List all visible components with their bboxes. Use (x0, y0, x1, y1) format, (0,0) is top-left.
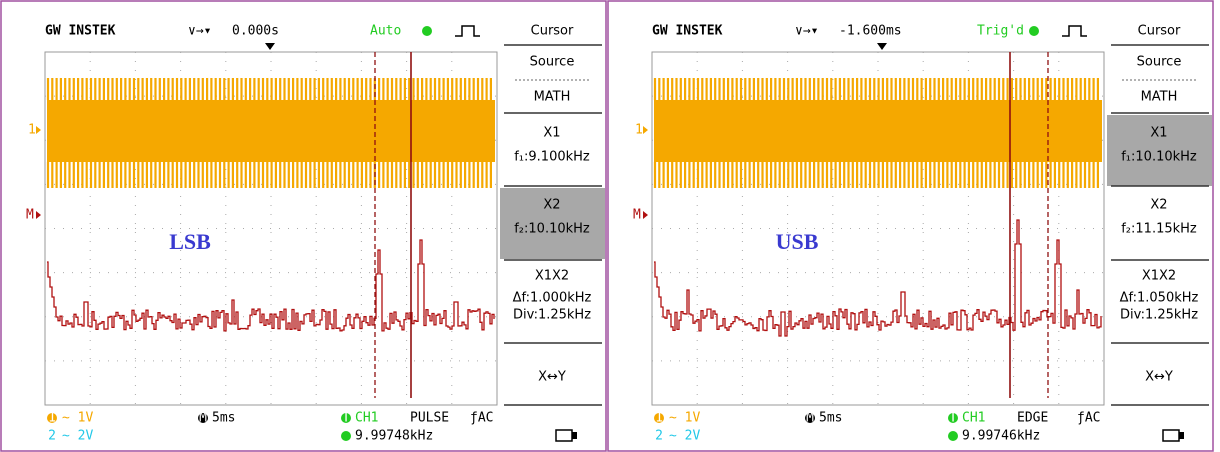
math-marker: M (26, 208, 34, 223)
trigger-letter: T (949, 411, 957, 426)
brand: GW INSTEK (652, 24, 723, 39)
annotation: USB (776, 229, 819, 254)
menu-value: f₂:11.15kHz (1121, 222, 1197, 237)
menu-title: Cursor (531, 24, 574, 39)
position-symbol: ∨→▾ (188, 24, 211, 39)
screenshot: GW INSTEK ∨→▾ 0.000s Auto 1 M LSB Cursor Source M… (0, 0, 1220, 452)
time-offset: -1.600ms (839, 24, 902, 39)
menu-value: f₁:10.10kHz (1121, 150, 1197, 165)
frequency-icon (948, 431, 958, 441)
trigger-status: Trig'd (977, 24, 1024, 39)
menu-value: Div:1.25kHz (513, 308, 591, 323)
menu-item: Source (530, 55, 575, 70)
timebase: 5ms (819, 411, 842, 426)
timebase-letter: M (806, 411, 814, 426)
ch1-scale: ∼ 1V (669, 411, 700, 426)
menu-item: X↔Y (538, 370, 566, 385)
ch1-scale: ∼ 1V (62, 411, 93, 426)
timebase: 5ms (212, 411, 235, 426)
coupling: ƒAC (1077, 411, 1100, 426)
menu-item: MATH (1141, 90, 1178, 105)
menu-item: X1 (1150, 126, 1167, 141)
math-marker: M (633, 208, 641, 223)
frequency-icon (341, 431, 351, 441)
timebase-letter: M (199, 411, 207, 426)
ch2-scale: ∼ 2V (669, 429, 700, 444)
ch1-band (47, 100, 495, 162)
scope-panel: GW INSTEK ∨→▾ 0.000s Auto 1 M LSB Cursor Source M… (1, 1, 606, 451)
menu-value: Δf:1.050kHz (1120, 291, 1199, 306)
trigger-status: Auto (370, 24, 401, 39)
menu-value: Δf:1.000kHz (513, 291, 592, 306)
ch1-marker: 1 (28, 123, 36, 138)
ch1-number: 1 (655, 411, 663, 426)
usb-icon (556, 430, 572, 441)
menu-value: f₁:9.100kHz (514, 150, 590, 165)
menu-item: MATH (534, 90, 571, 105)
usb-plug (1179, 432, 1184, 439)
menu-value: Div:1.25kHz (1120, 308, 1198, 323)
ch1-marker: 1 (635, 123, 643, 138)
trigger-lamp (1029, 26, 1039, 36)
ch2-scale: ∼ 2V (62, 429, 93, 444)
trigger-letter: T (342, 411, 350, 426)
usb-plug (572, 432, 577, 439)
trigger-lamp (422, 26, 432, 36)
trigger-source: CH1 (962, 411, 985, 426)
menu-item: X↔Y (1145, 370, 1173, 385)
frequency: 9.99746kHz (962, 429, 1040, 444)
coupling: ƒAC (470, 411, 493, 426)
usb-icon (1163, 430, 1179, 441)
time-offset: 0.000s (232, 24, 279, 39)
menu-item: X1X2 (535, 269, 569, 284)
menu-item: X1X2 (1142, 269, 1176, 284)
ch2-number: 2 (48, 429, 56, 444)
frequency: 9.99748kHz (355, 429, 433, 444)
menu-value: f₂:10.10kHz (514, 222, 590, 237)
trigger-type: PULSE (410, 411, 449, 426)
trigger-source: CH1 (355, 411, 378, 426)
menu-item: X2 (543, 198, 560, 213)
scope-panel: GW INSTEK ∨→▾ -1.600ms Trig'd 1 M USB Cursor Sou… (608, 1, 1213, 451)
ch1-band (654, 100, 1102, 162)
menu-item: X1 (543, 126, 560, 141)
annotation: LSB (169, 229, 211, 254)
ch2-number: 2 (655, 429, 663, 444)
menu-item: X2 (1150, 198, 1167, 213)
menu-item: Source (1137, 55, 1182, 70)
menu-title: Cursor (1138, 24, 1181, 39)
ch1-number: 1 (48, 411, 56, 426)
position-symbol: ∨→▾ (795, 24, 818, 39)
brand: GW INSTEK (45, 24, 116, 39)
trigger-type: EDGE (1017, 411, 1048, 426)
